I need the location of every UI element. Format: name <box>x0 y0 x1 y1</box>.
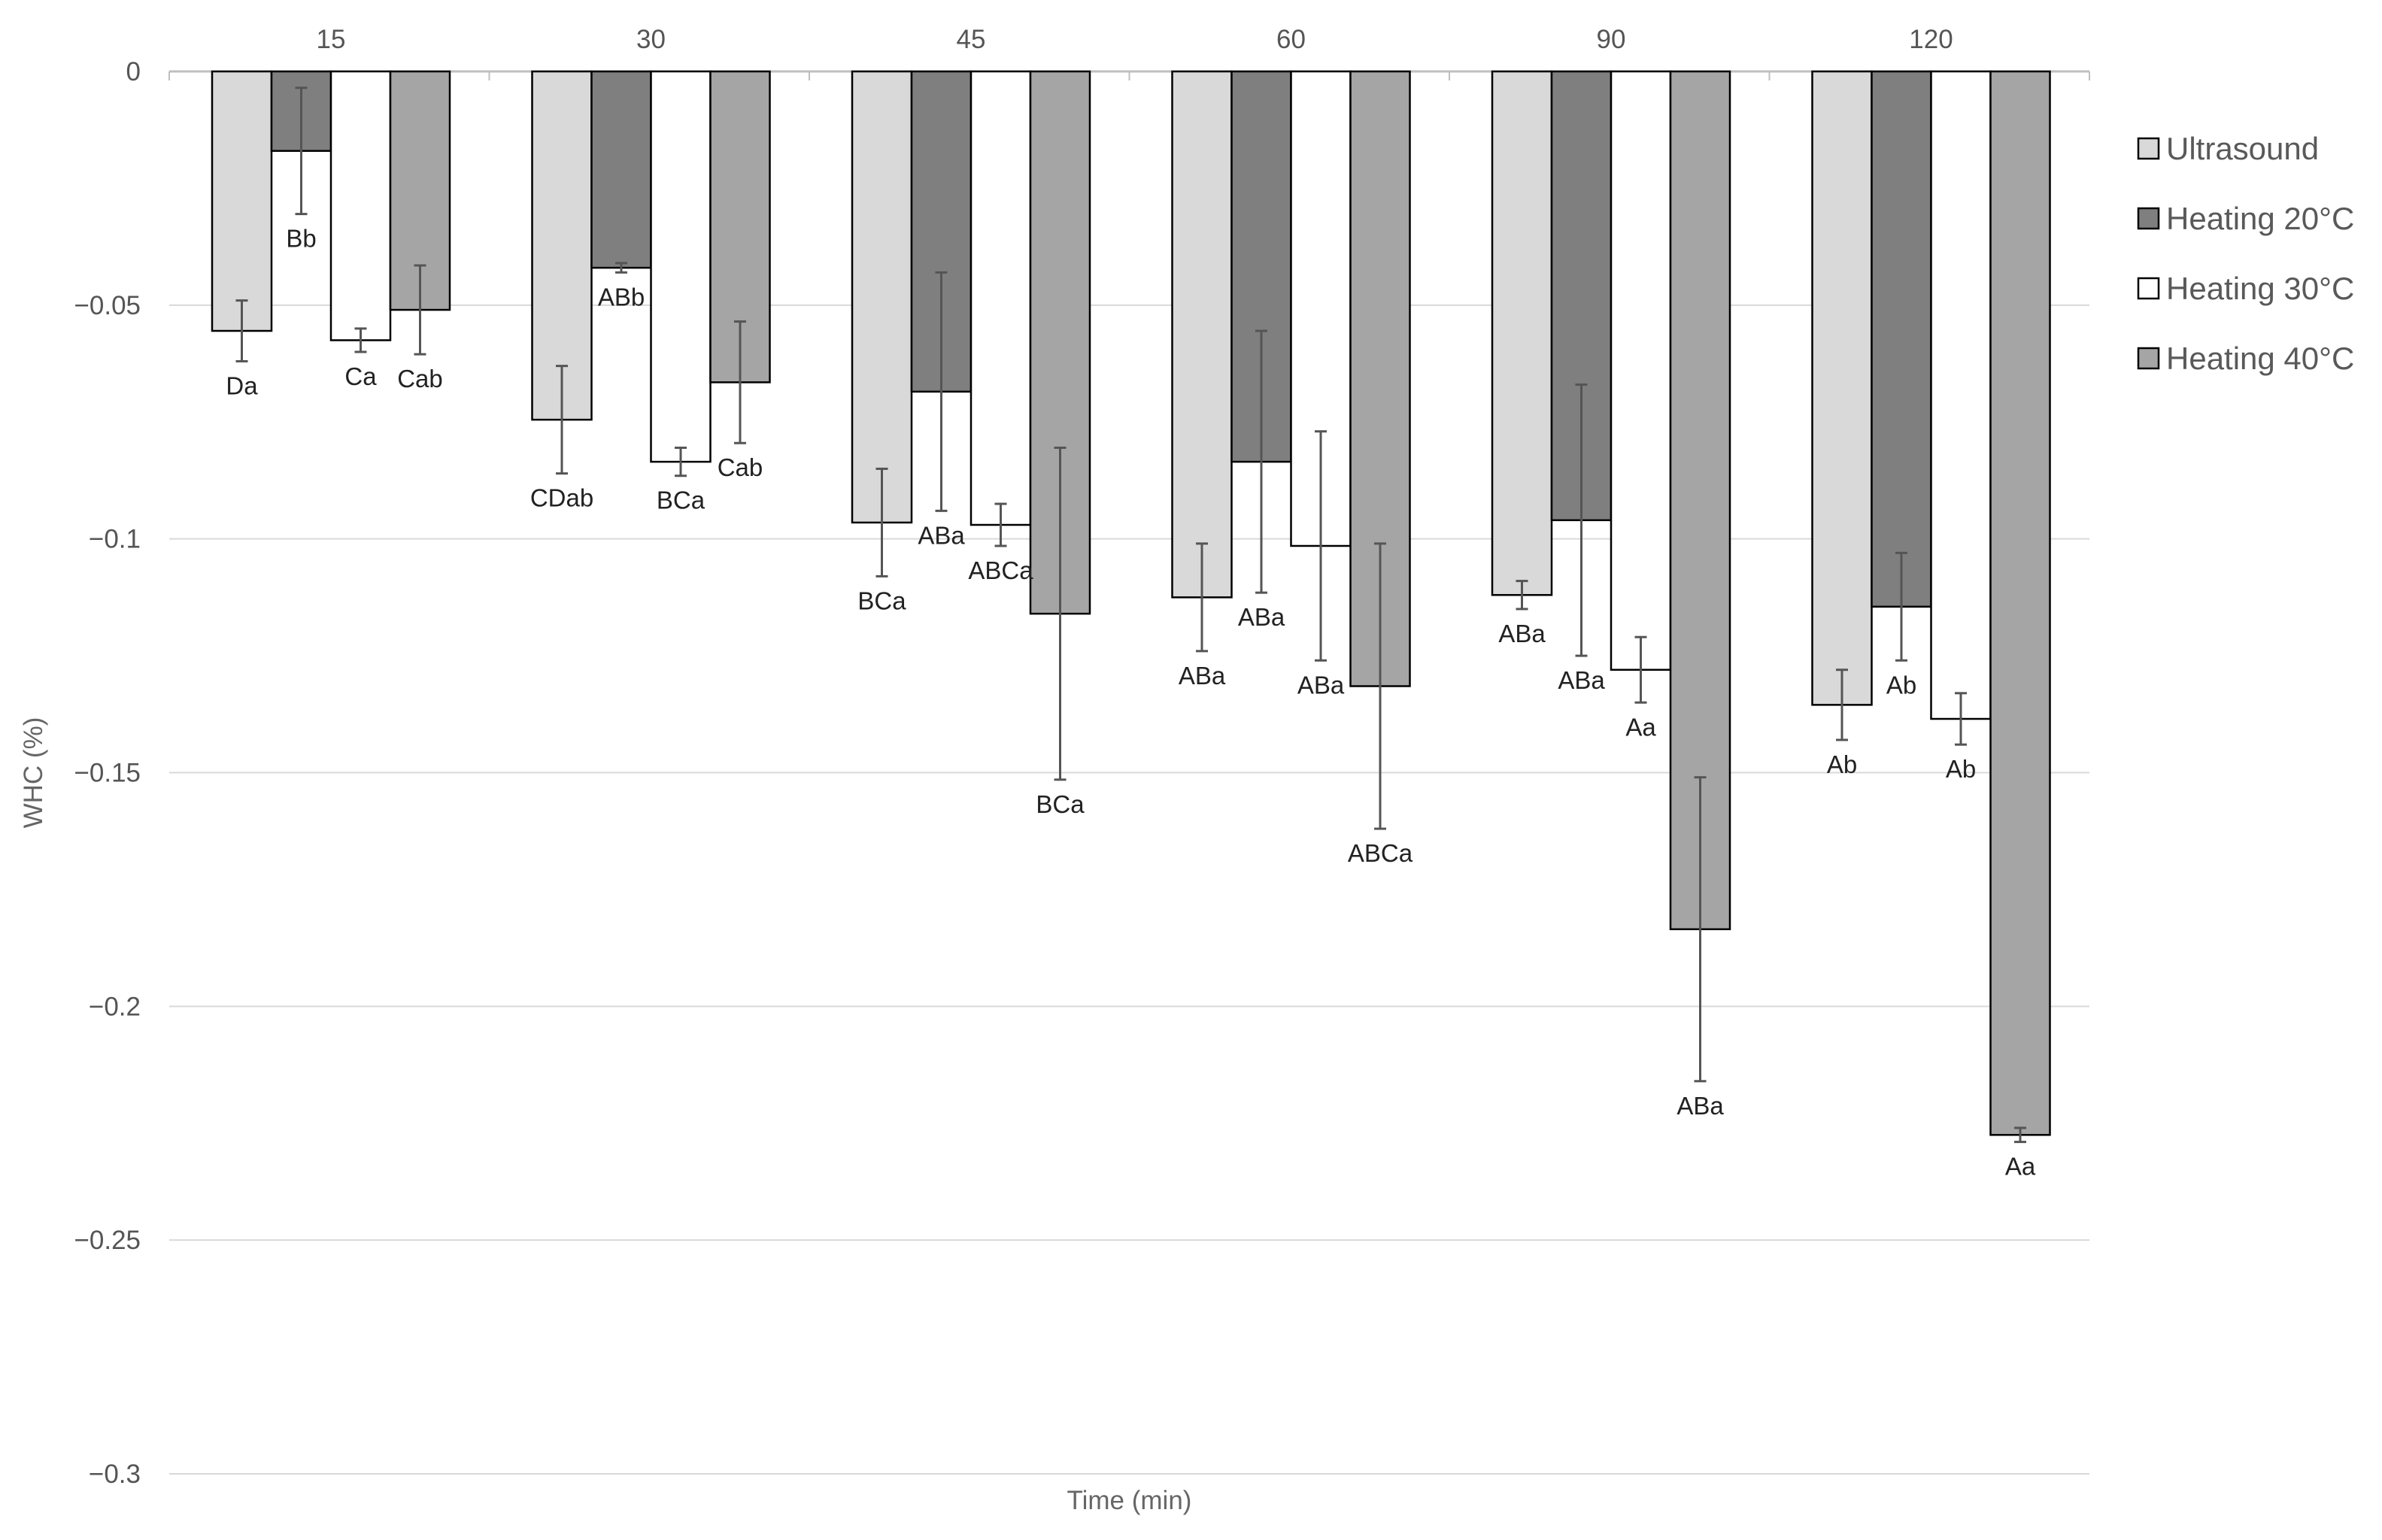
significance-label: Ab <box>1886 671 1916 699</box>
y-axis-ticks: 0 −0.05 −0.1 −0.15 −0.2 −0.25 −0.3 <box>74 57 141 1489</box>
bar <box>650 70 712 463</box>
significance-labels: Da CDab BCa ABa ABa Ab Bb ABb ABa ABa ABa Ab Ca BCa AB… <box>226 225 2035 1181</box>
bar <box>969 70 1032 526</box>
bar <box>1989 70 2051 1136</box>
bar <box>851 70 913 524</box>
x-tick-label: 60 <box>1276 25 1306 54</box>
y-axis-title: WHC (%) <box>19 717 48 829</box>
significance-label: ABb <box>598 283 645 311</box>
significance-label: ABCa <box>968 556 1033 584</box>
legend-label: Ultrasound <box>2166 131 2319 166</box>
bar <box>531 70 593 421</box>
significance-label: Aa <box>1625 713 1656 741</box>
x-axis-title: Time (min) <box>1067 1486 1192 1515</box>
x-tick-label: 30 <box>636 25 666 54</box>
significance-label: ABa <box>1179 662 1226 690</box>
legend-item: Ultrasound <box>2137 131 2319 166</box>
significance-label: BCa <box>1036 790 1085 818</box>
bar <box>1871 70 1932 608</box>
significance-label: ABa <box>1558 666 1605 694</box>
legend-swatch <box>2137 347 2160 370</box>
x-tick-label: 15 <box>317 25 346 54</box>
significance-label: Ab <box>1946 755 1976 783</box>
y-tick-label: −0.25 <box>74 1226 141 1255</box>
y-tick-label: −0.2 <box>89 992 141 1021</box>
legend-swatch <box>2137 277 2160 300</box>
legend: Ultrasound Heating 20°C Heating 30°C Heatin… <box>2137 131 2354 376</box>
significance-label: Ca <box>344 362 377 390</box>
x-tick-label: 45 <box>957 25 986 54</box>
y-tick-label: 0 <box>126 57 141 86</box>
significance-label: ABa <box>1498 620 1546 647</box>
bar <box>1811 70 1873 706</box>
legend-label: Heating 20°C <box>2166 201 2354 236</box>
bar <box>1930 70 1992 720</box>
significance-label: Da <box>226 371 258 399</box>
bar <box>1171 70 1233 599</box>
legend-label: Heating 40°C <box>2166 341 2354 376</box>
legend-item: Heating 20°C <box>2137 201 2354 236</box>
significance-label: Cab <box>397 365 443 393</box>
legend-item: Heating 40°C <box>2137 341 2354 376</box>
legend-label: Heating 30°C <box>2166 271 2354 306</box>
x-tick-label: 120 <box>1909 25 1953 54</box>
y-tick-label: −0.15 <box>74 759 141 788</box>
legend-swatch <box>2137 137 2160 160</box>
significance-label: CDab <box>530 484 593 512</box>
bars <box>211 70 2051 1144</box>
bar <box>329 70 392 341</box>
significance-label: Aa <box>2005 1153 2036 1181</box>
bar <box>1610 70 1672 671</box>
significance-label: ABa <box>1677 1092 1724 1120</box>
legend-item: Heating 30°C <box>2137 271 2354 306</box>
gridlines <box>169 70 2089 1475</box>
bar <box>590 70 652 269</box>
y-tick-label: −0.3 <box>89 1460 141 1489</box>
y-tick-label: −0.1 <box>89 525 141 554</box>
x-tick-label: 90 <box>1597 25 1626 54</box>
significance-label: Cab <box>718 453 763 481</box>
significance-label: ABa <box>1238 603 1285 631</box>
significance-label: BCa <box>657 487 705 514</box>
significance-label: ABa <box>1297 671 1345 699</box>
significance-label: ABCa <box>1348 839 1413 867</box>
significance-label: Bb <box>286 225 316 253</box>
significance-label: ABa <box>918 521 965 549</box>
legend-swatch <box>2137 207 2160 230</box>
significance-label: BCa <box>857 587 906 614</box>
significance-label: Ab <box>1827 750 1857 778</box>
y-tick-label: −0.05 <box>74 291 141 320</box>
bar <box>1491 70 1553 596</box>
x-axis-ticks: 15 30 45 60 90 120 <box>168 25 2090 80</box>
bar <box>211 70 273 332</box>
